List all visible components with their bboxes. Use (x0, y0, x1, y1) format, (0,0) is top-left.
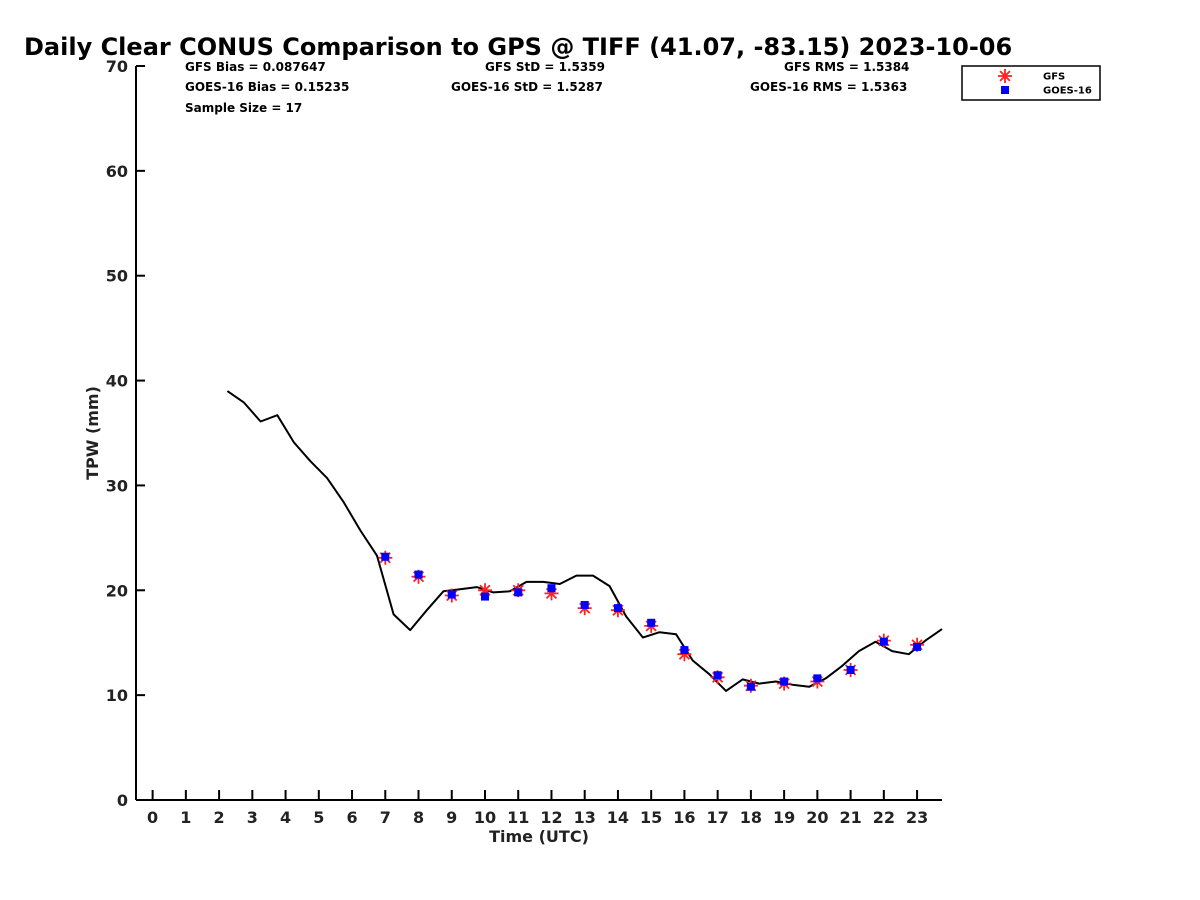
x-tick-label: 11 (507, 808, 529, 827)
x-tick-label: 17 (707, 808, 729, 827)
x-tick-label: 22 (873, 808, 895, 827)
legend-goes16-marker (1001, 86, 1009, 94)
goes16-point (780, 677, 789, 686)
y-tick-label: 10 (106, 686, 128, 705)
x-axis-label: Time (UTC) (489, 827, 589, 846)
plot-area (226, 390, 943, 693)
goes16-point (447, 590, 456, 599)
y-tick-label: 30 (106, 476, 128, 495)
goes16-point (381, 552, 390, 561)
goes16-point (713, 671, 722, 680)
x-tick-label: 16 (673, 808, 695, 827)
x-tick-label: 21 (839, 808, 861, 827)
y-tick-label: 70 (106, 57, 128, 76)
x-tick-label: 12 (540, 808, 562, 827)
goes16-point (514, 588, 523, 597)
x-tick-label: 2 (214, 808, 225, 827)
goes16-point (580, 600, 589, 609)
x-tick-label: 5 (313, 808, 324, 827)
stat-goes-std: GOES-16 StD = 1.5287 (451, 80, 603, 94)
goes16-point (414, 570, 423, 579)
x-tick-label: 18 (740, 808, 762, 827)
goes16-point (547, 584, 556, 593)
stat-sample-size: Sample Size = 17 (185, 101, 302, 115)
y-tick-label: 60 (106, 162, 128, 181)
goes16-point (913, 642, 922, 651)
stat-gfs-std: GFS StD = 1.5359 (485, 60, 605, 74)
stat-goes-rms: GOES-16 RMS = 1.5363 (750, 80, 907, 94)
goes16-point (846, 665, 855, 674)
y-tick-label: 0 (117, 791, 128, 810)
stat-gfs-bias: GFS Bias = 0.087647 (185, 60, 326, 74)
x-tick-label: 6 (346, 808, 357, 827)
goes16-point (613, 604, 622, 613)
y-axis-label: TPW (mm) (83, 386, 102, 480)
goes16-point (746, 682, 755, 691)
y-tick-label: 20 (106, 581, 128, 600)
stat-goes-bias: GOES-16 Bias = 0.15235 (185, 80, 349, 94)
y-tick-label: 40 (106, 372, 128, 391)
x-tick-label: 0 (147, 808, 158, 827)
x-tick-label: 7 (380, 808, 391, 827)
x-tick-label: 14 (607, 808, 629, 827)
y-tick-label: 50 (106, 267, 128, 286)
legend-label: GOES-16 (1043, 86, 1092, 97)
x-tick-label: 8 (413, 808, 424, 827)
stat-gfs-rms: GFS RMS = 1.5384 (784, 60, 909, 74)
legend: GFS GOES-16 (961, 65, 1101, 101)
gps-tpw-line (226, 390, 943, 692)
x-tick-label: 9 (446, 808, 457, 827)
x-tick-label: 1 (180, 808, 191, 827)
gfs-point (544, 586, 559, 601)
chart-title: Daily Clear CONUS Comparison to GPS @ TI… (24, 33, 1012, 61)
goes16-point (647, 618, 656, 627)
goes16-point (480, 592, 489, 601)
x-tick-label: 23 (906, 808, 928, 827)
x-tick-label: 3 (247, 808, 258, 827)
gfs-point (478, 583, 492, 598)
x-tick-label: 19 (773, 808, 795, 827)
legend-box (961, 65, 1101, 101)
x-tick-label: 13 (574, 808, 596, 827)
x-tick-label: 4 (280, 808, 291, 827)
goes16-point (879, 637, 888, 646)
goes16-point (680, 646, 689, 655)
x-tick-label: 10 (474, 808, 496, 827)
legend-label: GFS (1043, 72, 1065, 83)
legend-gfs-marker (998, 69, 1012, 83)
gfs-point (677, 647, 692, 662)
goes16-point (813, 674, 822, 683)
x-tick-label: 20 (806, 808, 828, 827)
x-tick-label: 15 (640, 808, 662, 827)
